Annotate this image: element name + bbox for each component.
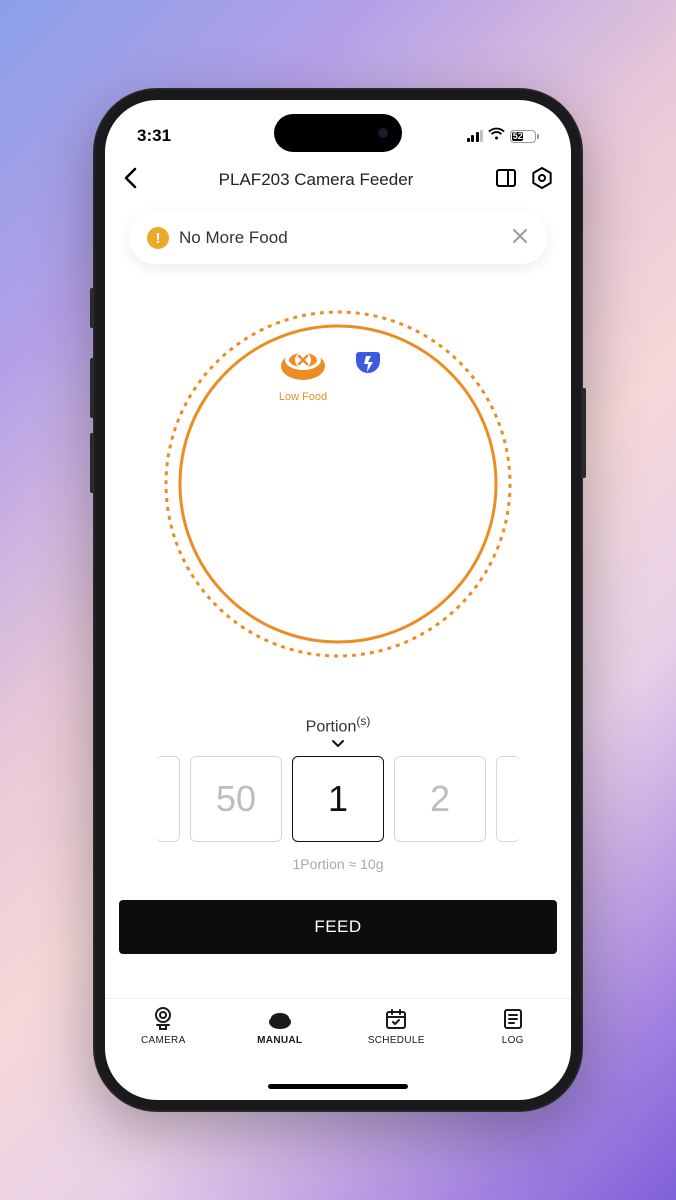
schedule-icon — [383, 1007, 409, 1031]
screen: 3:31 52 PLAF203 Camera Feeder — [105, 100, 571, 1100]
tab-label: MANUAL — [257, 1035, 302, 1046]
camera-icon — [150, 1007, 176, 1031]
tab-bar: CAMERA MANUAL SCHEDULE LOG — [105, 998, 571, 1072]
home-indicator[interactable] — [105, 1072, 571, 1100]
portion-option[interactable] — [156, 756, 180, 842]
feed-button[interactable]: FEED — [119, 900, 557, 954]
portion-option-selected[interactable]: 1 — [292, 756, 384, 842]
portion-option[interactable]: 50 — [190, 756, 282, 842]
food-level-dial: Low Food — [119, 304, 557, 664]
low-food-icon — [281, 350, 325, 380]
portion-option[interactable] — [496, 756, 520, 842]
alert-close-button[interactable] — [511, 227, 529, 250]
tab-label: CAMERA — [141, 1035, 186, 1046]
status-time: 3:31 — [137, 126, 171, 146]
split-view-icon[interactable] — [495, 167, 517, 194]
page-title: PLAF203 Camera Feeder — [137, 170, 495, 190]
wifi-icon — [488, 127, 505, 145]
chevron-down-icon — [119, 736, 557, 754]
log-icon — [500, 1007, 526, 1031]
settings-icon[interactable] — [531, 167, 553, 194]
tab-schedule[interactable]: SCHEDULE — [338, 1007, 455, 1072]
alert-text: No More Food — [179, 228, 511, 248]
manual-icon — [267, 1007, 293, 1031]
battery-icon: 52 — [510, 130, 539, 143]
tab-log[interactable]: LOG — [455, 1007, 572, 1072]
portion-hint: 1Portion ≈ 10g — [119, 856, 557, 872]
portion-option[interactable]: 2 — [394, 756, 486, 842]
phone-frame: 3:31 52 PLAF203 Camera Feeder — [93, 88, 583, 1112]
tab-manual[interactable]: MANUAL — [222, 1007, 339, 1072]
cellular-icon — [467, 130, 484, 142]
low-food-label: Low Food — [279, 391, 327, 403]
tab-label: SCHEDULE — [368, 1035, 425, 1046]
tab-label: LOG — [502, 1035, 524, 1046]
alert-icon: ! — [147, 227, 169, 249]
portion-label: Portion(s) — [119, 714, 557, 736]
power-icon — [356, 344, 380, 373]
portion-picker[interactable]: 50 1 2 — [119, 756, 557, 842]
alert-banner: ! No More Food — [129, 212, 547, 264]
dynamic-island — [274, 114, 402, 152]
tab-camera[interactable]: CAMERA — [105, 1007, 222, 1072]
nav-bar: PLAF203 Camera Feeder — [105, 158, 571, 202]
back-button[interactable] — [123, 167, 137, 194]
